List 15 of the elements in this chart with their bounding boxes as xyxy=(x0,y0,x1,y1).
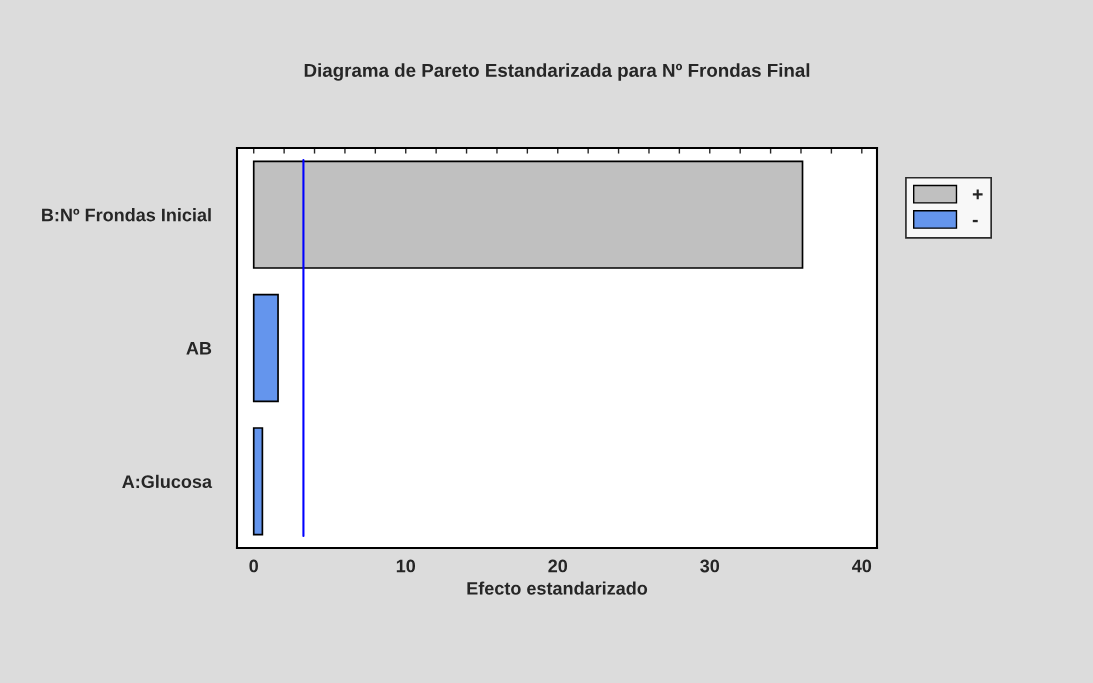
x-axis-title: Efecto estandarizado xyxy=(467,581,648,595)
x-tick-label: 0 xyxy=(249,559,258,573)
bar xyxy=(252,427,264,536)
x-tick-label: 40 xyxy=(852,559,872,573)
x-tick-label: 20 xyxy=(548,559,568,573)
y-tick-label: B:Nº Frondas Inicial xyxy=(42,208,211,222)
legend-label: - xyxy=(972,219,978,223)
chart-title: Diagrama de Pareto Estandarizada para Nº Frondas Final xyxy=(304,63,810,81)
bar xyxy=(252,160,804,269)
bar xyxy=(252,293,279,403)
legend-label: + xyxy=(972,189,983,200)
y-tick-label: A:Glucosa xyxy=(122,474,213,489)
x-tick-label: 10 xyxy=(396,559,416,573)
y-tick-label: AB xyxy=(186,342,212,355)
x-tick-label: 30 xyxy=(700,559,720,573)
